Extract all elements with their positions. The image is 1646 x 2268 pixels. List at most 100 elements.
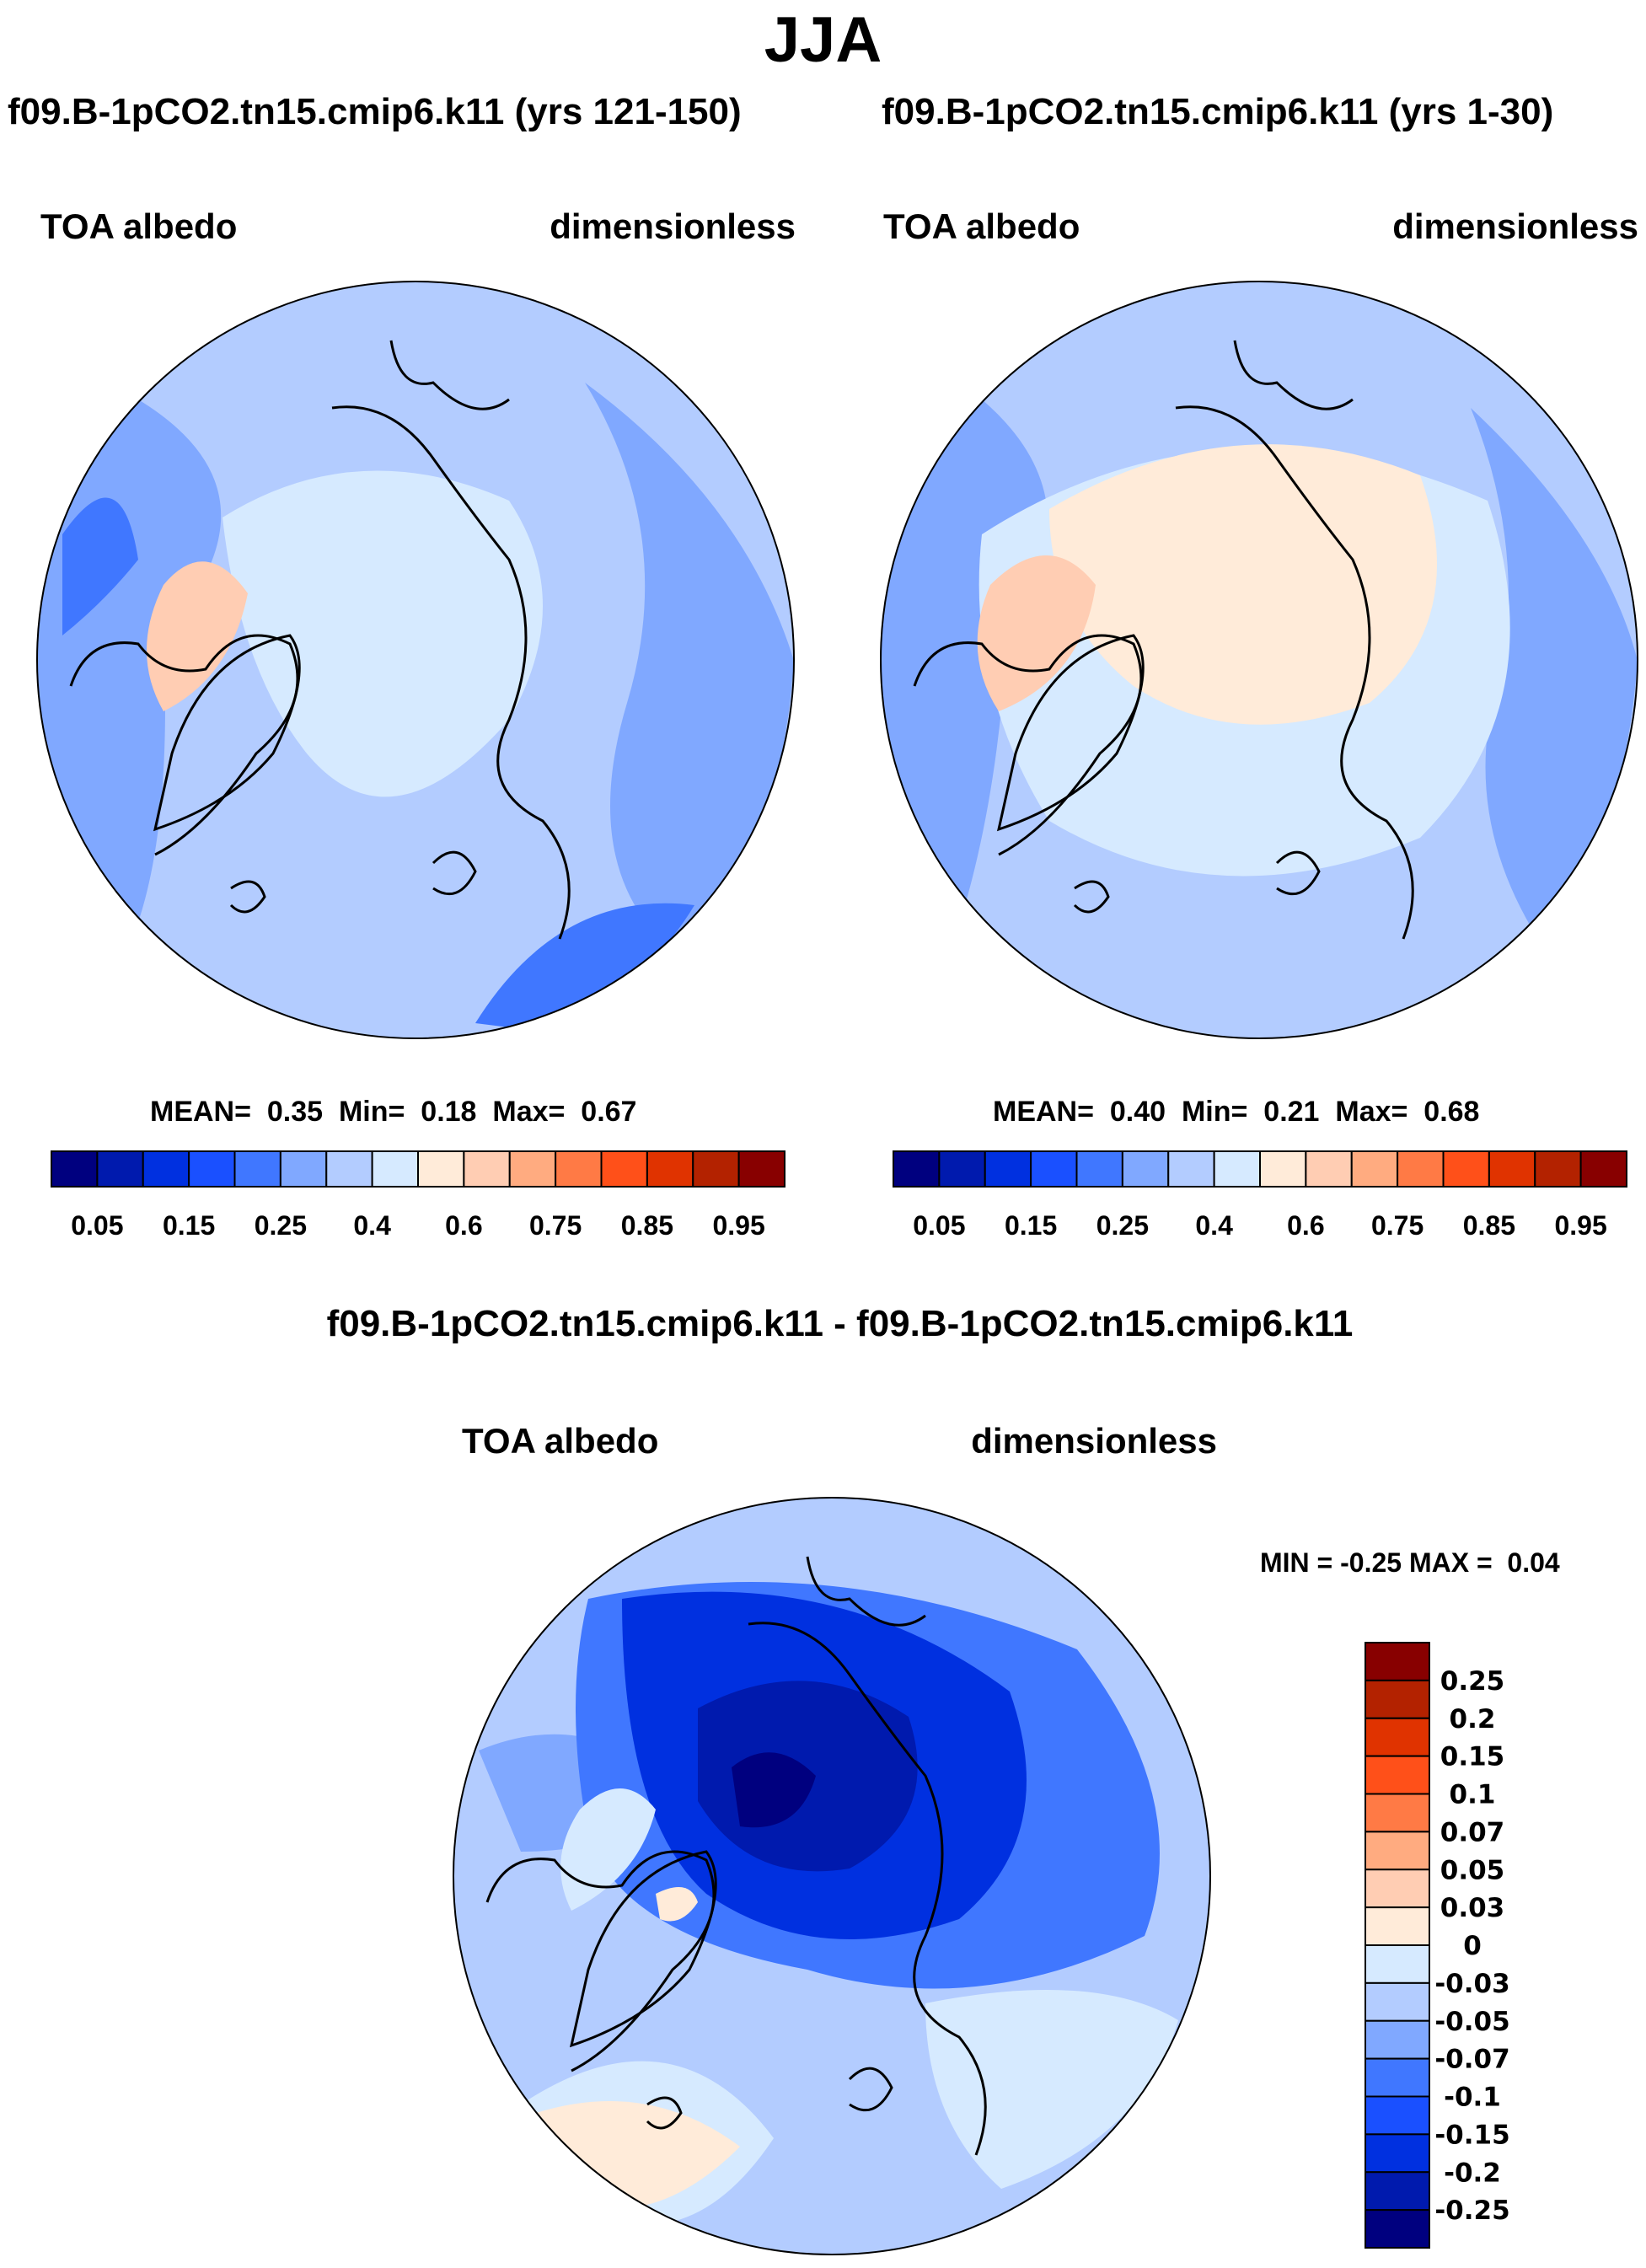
diff-title: f09.B-1pCO2.tn15.cmip6.k11 - f09.B-1pCO2… [326,1303,1354,1344]
colorbar-tick-label: 0.2 [1450,1704,1496,1735]
colorbar-tick-label: 0.25 [255,1210,307,1241]
colorbar-box [737,1150,785,1188]
colorbar-box [1365,1793,1430,1833]
coastline [69,634,299,856]
colorbar-box [1213,1150,1261,1188]
diff-variable: TOA albedo [462,1421,659,1461]
colorbar-box [1365,1831,1430,1871]
colorbar-box [1365,1679,1430,1719]
contour-field [37,281,794,1038]
colorbar-tick-label: 0.03 [1440,1893,1505,1923]
panel1-variable: TOA albedo [40,206,238,246]
panel1-stats: MEAN= 0.35 Min= 0.18 Max= 0.67 [150,1096,636,1129]
coastline [229,880,266,914]
colorbar-tick-label: 0.05 [71,1210,123,1241]
mean-value: 0.35 [266,1096,324,1128]
colorbar-box [1488,1150,1536,1188]
map-border [453,1497,1211,2255]
colorbar-box [1365,1642,1430,1681]
coastline [569,1850,717,2048]
colorbar-box [1365,1981,1430,2022]
colorbar-tick-label: 0.25 [1440,1666,1505,1697]
max-label: MAX = [1408,1547,1493,1578]
contour-region [62,497,138,635]
colorbar-box [51,1150,99,1188]
panel1-colorbar: 0.05 0.15 0.25 0.4 0.6 0.75 0.85 0.95 [51,1150,785,1241]
diff-colorbar: 0.25 0.2 0.15 0.1 0.07 0.05 0.03 0 -0.03 -0.05 -0.… [1365,1642,1510,2249]
colorbar-tick-label: 0 [1463,1931,1482,1961]
colorbar-box [1365,2095,1430,2136]
colorbar-box [1075,1150,1123,1188]
panel2-variable: TOA albedo [883,206,1080,246]
mean-label: MEAN= [993,1096,1094,1128]
diff-map [453,1497,1211,2255]
colorbar-box [279,1150,328,1188]
colorbar-tick-label: -0.25 [1434,2196,1509,2226]
contour-region [223,470,543,797]
coastline [913,634,1143,856]
colorbar-box [1442,1150,1490,1188]
colorbar-tick-label: 0.75 [529,1210,582,1241]
colorbar-tick-label: 0.85 [1463,1210,1515,1241]
coastline [996,634,1145,832]
contour-field [453,1498,1210,2255]
colorbar-box [1365,1944,1430,1984]
coastline [1073,880,1110,914]
contour-region [1471,408,1638,939]
colorbar-box [1534,1150,1582,1188]
contour-region [656,1887,698,1922]
colorbar-box [984,1150,1032,1188]
coastline [1175,405,1414,940]
contour-region [1049,444,1437,725]
contour-region [475,903,694,1032]
panel2-colorbar: 0.05 0.15 0.25 0.4 0.6 0.75 0.85 0.95 [893,1150,1627,1241]
colorbar-tick-label: -0.15 [1434,2120,1509,2150]
colorbar-tick-label: -0.05 [1434,2007,1509,2037]
colorbar-tick-label: 0.4 [353,1210,391,1241]
contour-field [881,281,1638,1038]
min-label: Min= [1181,1096,1248,1128]
panel1-map [36,281,795,1039]
contour-region [977,555,1096,711]
panel2-title: f09.B-1pCO2.tn15.cmip6.k11 (yrs 1-30) [882,91,1554,132]
colorbar-box [938,1150,986,1188]
coastline [806,1556,926,1627]
colorbar-tick-label: 0.15 [1005,1210,1057,1241]
colorbar-tick-label: 0.6 [1287,1210,1324,1241]
coastline [748,1622,987,2156]
colorbar-box [555,1150,603,1188]
panel2-units: dimensionless [1392,206,1638,246]
colorbar-tick-label: 0.4 [1195,1210,1233,1241]
contour-region [560,1788,656,1911]
max-value: 0.67 [581,1096,637,1128]
contour-region [585,383,794,956]
panel2-stats: MEAN= 0.40 Min= 0.21 Max= 0.68 [993,1096,1479,1129]
colorbar-tick-label: 0.15 [163,1210,215,1241]
coastline [432,850,477,896]
colorbar-box [893,1150,941,1188]
colorbar-box [1365,2209,1430,2249]
colorbar-box [1365,2133,1430,2174]
colorbar-box [1365,2057,1430,2098]
colorbar-box [1167,1150,1215,1188]
colorbar-box [371,1150,419,1188]
colorbar-box [1365,1869,1430,1909]
colorbar-box [1365,1717,1430,1757]
colorbar-tick-label: 0.1 [1450,1780,1496,1810]
colorbar-box [142,1150,190,1188]
colorbar-box [463,1150,511,1188]
colorbar-box [325,1150,373,1188]
coastline [389,340,510,410]
coastline [1275,850,1321,896]
contour-region [147,561,248,711]
max-label: Max= [1335,1096,1408,1128]
colorbar-tick-label: 0.6 [445,1210,482,1241]
colorbar-box [1365,2171,1430,2212]
diff-stats: MIN = -0.25 MAX = 0.04 [1260,1547,1560,1579]
colorbar-tick-label: 0.05 [1440,1855,1505,1885]
min-value: -0.25 [1340,1547,1402,1578]
colorbar-tick-label: 0.15 [1440,1742,1505,1772]
mean-value: 0.40 [1109,1096,1166,1128]
min-value: 0.21 [1263,1096,1320,1128]
colorbar-box [1365,2019,1430,2060]
